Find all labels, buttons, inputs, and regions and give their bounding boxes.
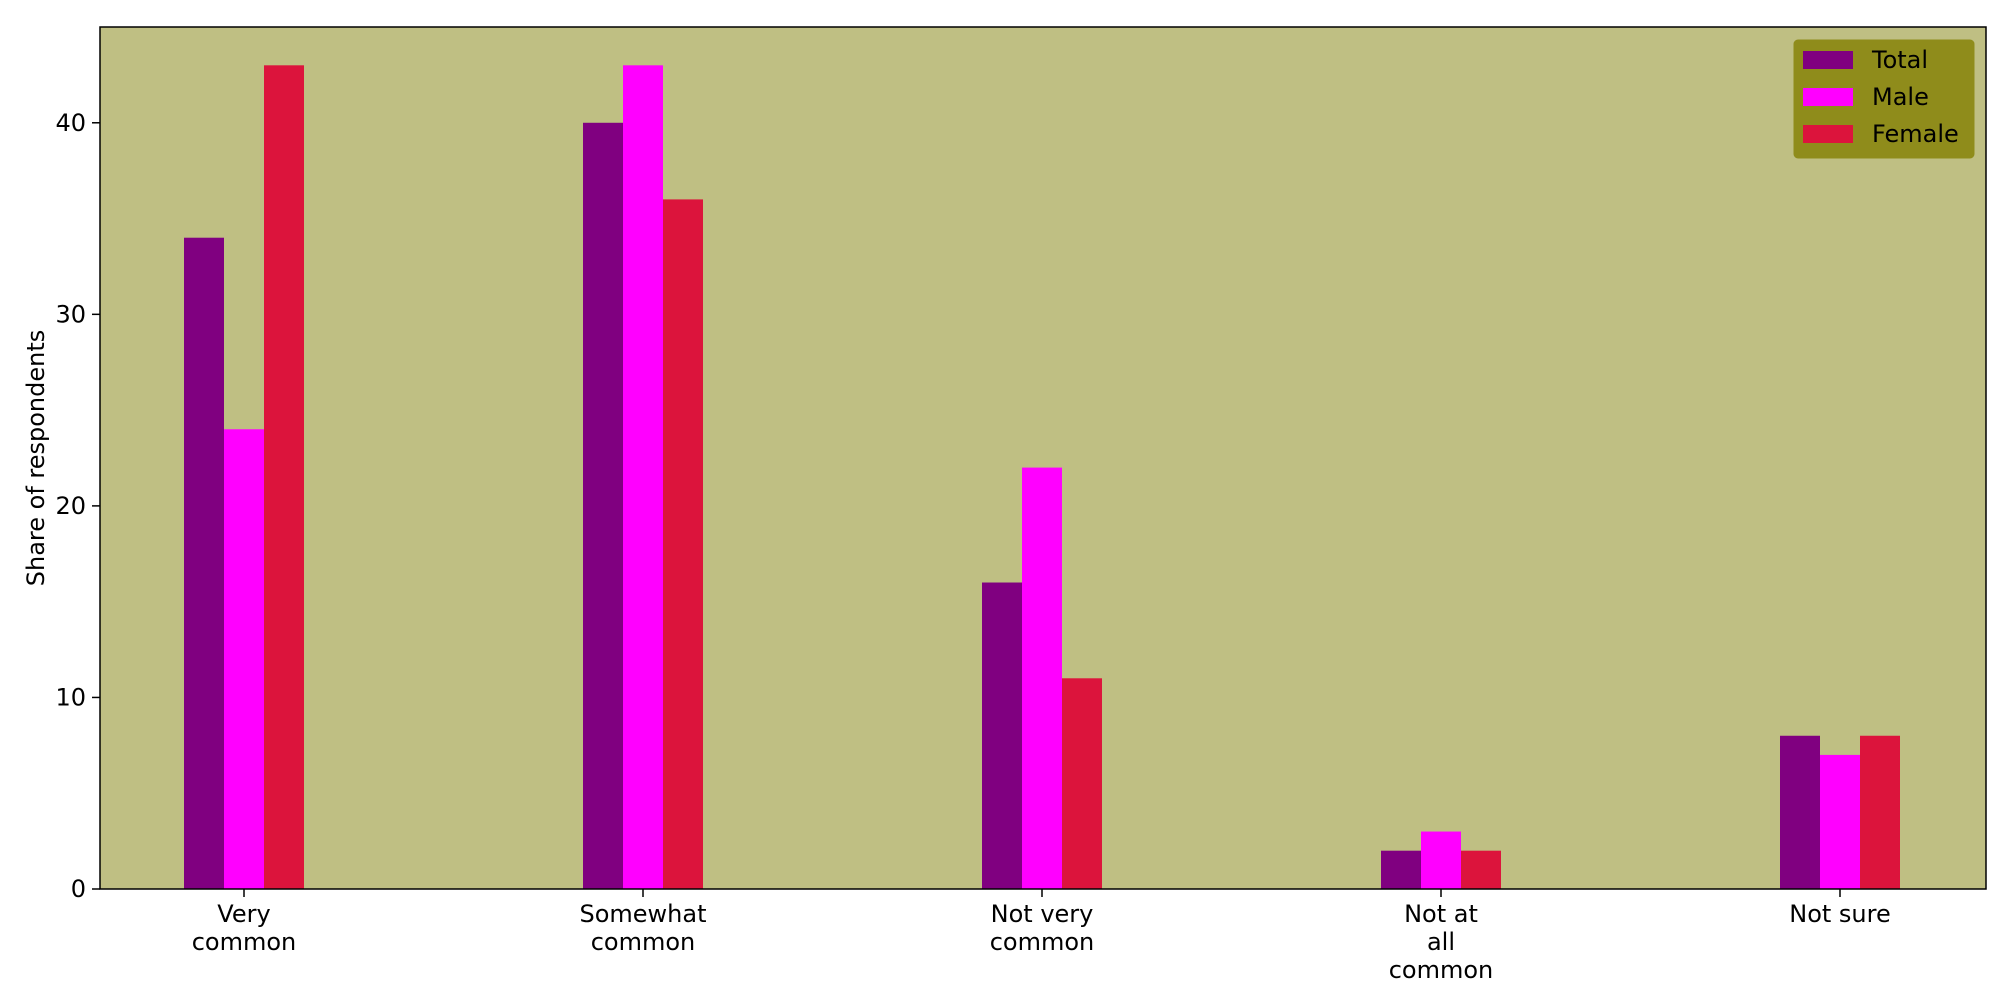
bar-total-2	[982, 582, 1022, 889]
y-tick-label: 30	[55, 300, 86, 328]
y-tick-label: 0	[71, 875, 86, 903]
legend-label-female: Female	[1872, 120, 1959, 148]
bar-male-0	[224, 429, 264, 889]
legend-label-male: Male	[1872, 83, 1929, 111]
plot-border	[99, 26, 1987, 890]
bar-female-2	[1062, 678, 1102, 889]
bar-total-4	[1780, 735, 1820, 889]
legend: Total Male Female	[1793, 39, 1975, 159]
legend-swatch-female	[1803, 125, 1853, 143]
x-tick-label: Not very common	[990, 900, 1095, 956]
legend-swatch-total	[1803, 51, 1853, 69]
bar-female-3	[1461, 850, 1501, 889]
y-tick-label: 20	[55, 492, 86, 520]
y-tick-label: 10	[55, 683, 86, 711]
legend-swatch-male	[1803, 88, 1853, 106]
bar-male-4	[1820, 754, 1860, 889]
legend-label-total: Total	[1871, 46, 1928, 74]
bars	[184, 65, 1900, 890]
bar-female-4	[1860, 735, 1900, 889]
bar-male-1	[623, 65, 663, 890]
bar-total-1	[583, 122, 623, 890]
y-axis-label: Share of respondents	[22, 330, 50, 587]
bar-female-1	[663, 199, 703, 889]
x-axis: Very common Somewhat common Not very common No…	[192, 889, 1891, 984]
y-tick-label: 40	[55, 109, 86, 137]
x-tick-label: Not sure	[1789, 900, 1891, 928]
x-tick-label: Somewhat common	[579, 900, 706, 956]
bar-total-3	[1381, 850, 1421, 889]
bar-male-2	[1022, 467, 1062, 889]
bar-female-0	[264, 65, 304, 890]
x-tick-label: Very common	[192, 900, 297, 956]
x-tick-label: Not at all common	[1389, 900, 1494, 984]
y-axis: 0 10 20 30 40	[55, 109, 100, 903]
bar-total-0	[184, 237, 224, 889]
bar-male-3	[1421, 831, 1461, 889]
